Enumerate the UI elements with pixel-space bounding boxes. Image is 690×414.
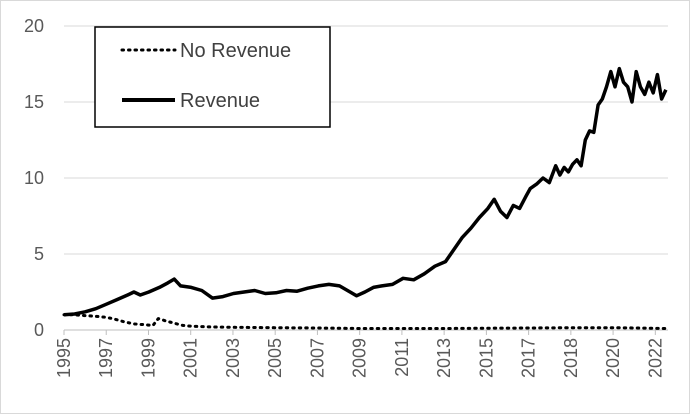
legend-box (94, 26, 331, 128)
x-tick-label: 2017 (519, 338, 539, 378)
legend: No Revenue Revenue (94, 26, 331, 128)
axes: 0 5 10 15 20 1995 1997 1999 2001 2003 2005 2007 2009… (24, 16, 668, 378)
x-tick-label: 2013 (434, 338, 454, 378)
x-tick-label: 2001 (181, 338, 201, 378)
y-tick-label: 5 (34, 244, 44, 264)
x-tick-label: 1997 (96, 338, 116, 378)
x-tick-label: 2018 (561, 338, 581, 378)
x-tick-label: 2022 (645, 338, 665, 378)
x-tick-label: 1995 (54, 338, 74, 378)
legend-label: No Revenue (180, 40, 291, 62)
x-tick-label: 2005 (265, 338, 285, 378)
series-lines (62, 66, 668, 330)
y-tick-label: 0 (34, 320, 44, 340)
y-tick-label: 10 (24, 168, 44, 188)
x-tick-label: 2015 (476, 338, 496, 378)
y-tick-label: 15 (24, 92, 44, 112)
x-tick-label: 2020 (603, 338, 623, 378)
x-tick-label: 2009 (350, 338, 370, 378)
series-line-revenue (63, 66, 668, 317)
legend-label: Revenue (180, 90, 260, 112)
x-tick-label: 2003 (223, 338, 243, 378)
x-tick-label: 2007 (307, 338, 327, 378)
series-line-no-revenue (62, 313, 668, 330)
x-tick-label: 2011 (392, 338, 412, 377)
x-tick-label: 1999 (138, 338, 158, 378)
y-tick-label: 20 (24, 16, 44, 36)
